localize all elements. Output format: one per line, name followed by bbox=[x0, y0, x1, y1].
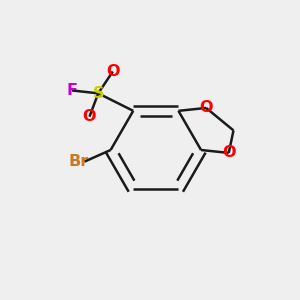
Text: O: O bbox=[83, 109, 96, 124]
Text: F: F bbox=[67, 83, 77, 98]
Text: S: S bbox=[92, 86, 104, 101]
Text: O: O bbox=[222, 146, 236, 160]
Text: O: O bbox=[106, 64, 120, 79]
Text: O: O bbox=[200, 100, 213, 116]
Text: Br: Br bbox=[68, 154, 89, 169]
